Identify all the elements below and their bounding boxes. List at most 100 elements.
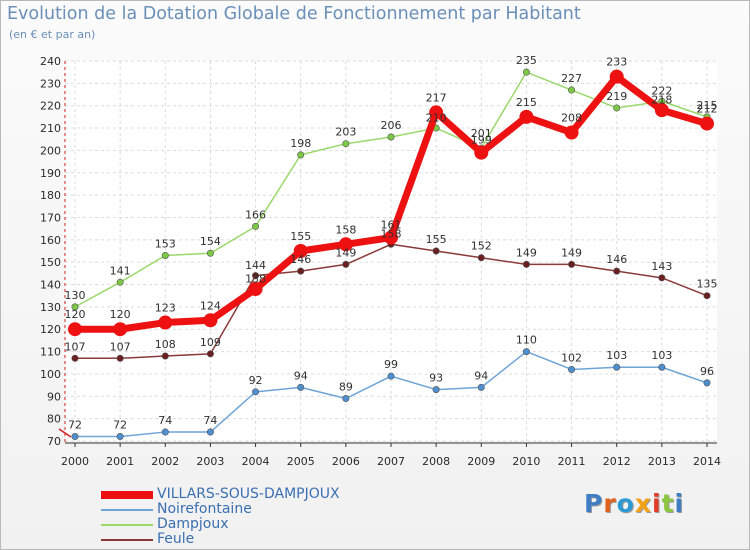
legend-swatch [101, 490, 153, 499]
data-point [206, 249, 214, 257]
data-point [613, 267, 621, 275]
x-tick-label: 2008 [422, 455, 450, 468]
x-tick-label: 2000 [61, 455, 89, 468]
data-point [568, 365, 576, 373]
y-tick-label: 130 [40, 301, 61, 314]
data-label: 110 [516, 334, 537, 347]
data-point [474, 145, 489, 160]
legend-item: VILLARS-SOUS-DAMPJOUX [101, 487, 340, 502]
x-tick-label: 2010 [512, 455, 540, 468]
data-point [342, 395, 350, 403]
y-tick-label: 70 [47, 435, 61, 448]
data-point [71, 354, 79, 362]
data-label: 233 [606, 56, 627, 69]
data-label: 215 [697, 99, 718, 112]
chart-title: Evolution de la Dotation Globale de Fonc… [7, 4, 581, 24]
data-label: 201 [471, 127, 492, 140]
data-point [564, 125, 579, 140]
data-point [338, 237, 353, 252]
data-label: 146 [290, 253, 311, 266]
x-tick-label: 2014 [693, 455, 721, 468]
data-label: 152 [471, 240, 492, 253]
legend-label: Dampjoux [157, 516, 229, 532]
chart-legend: VILLARS-SOUS-DAMPJOUX Noirefontaine Dampjo… [101, 487, 340, 547]
data-label: 154 [200, 235, 221, 248]
y-tick-label: 160 [40, 234, 61, 247]
legend-swatch [101, 538, 153, 541]
y-tick-label: 190 [40, 167, 61, 180]
data-point [161, 352, 169, 360]
y-tick-label: 240 [40, 55, 61, 68]
proxiti-logo: Proxiti [584, 489, 684, 518]
data-label: 158 [381, 228, 402, 241]
data-label: 199 [471, 134, 492, 147]
data-point [158, 315, 173, 330]
x-tick-label: 2006 [332, 455, 360, 468]
data-label: 217 [426, 91, 447, 104]
chart-subtitle: (en € et par an) [9, 28, 96, 41]
series-dampjoux [71, 68, 711, 311]
data-label: 89 [339, 381, 353, 394]
data-point [387, 372, 395, 380]
y-tick-label: 150 [40, 256, 61, 269]
data-point [477, 254, 485, 262]
data-point [161, 428, 169, 436]
data-point [432, 386, 440, 394]
data-label: 135 [697, 278, 718, 291]
legend-label: Noirefontaine [157, 501, 252, 517]
data-label: 120 [110, 308, 131, 321]
data-label: 92 [249, 374, 263, 387]
data-point [703, 292, 711, 300]
x-tick-label: 2005 [287, 455, 315, 468]
data-point [658, 363, 666, 371]
legend-item: Feule [101, 532, 340, 547]
data-label: 120 [65, 308, 86, 321]
data-point [71, 303, 79, 311]
data-label: 107 [65, 340, 86, 353]
legend-swatch [101, 523, 153, 526]
axis-break-mark [58, 428, 72, 438]
data-label: 123 [155, 302, 176, 315]
x-tick-label: 2012 [603, 455, 631, 468]
y-tick-label: 110 [40, 346, 61, 359]
data-point [113, 322, 128, 337]
x-tick-label: 2011 [558, 455, 586, 468]
data-label: 203 [335, 126, 356, 139]
data-label: 155 [426, 233, 447, 246]
logo-letter: x [634, 489, 652, 518]
y-tick-label: 80 [47, 413, 61, 426]
data-point [522, 260, 530, 268]
data-point [477, 383, 485, 391]
x-tick-label: 2001 [106, 455, 134, 468]
y-tick-label: 170 [40, 211, 61, 224]
series-noirefontaine [71, 348, 711, 441]
data-label: 72 [113, 419, 127, 432]
data-point [432, 247, 440, 255]
data-point [252, 272, 260, 280]
x-tick-label: 2003 [196, 455, 224, 468]
data-point [519, 109, 534, 124]
data-label: 222 [651, 85, 672, 98]
x-tick-label: 2002 [151, 455, 179, 468]
y-tick-label: 120 [40, 323, 61, 336]
y-tick-label: 90 [47, 390, 61, 403]
data-point [297, 383, 305, 391]
data-point [700, 116, 714, 131]
data-label: 94 [294, 369, 308, 382]
data-point [252, 222, 260, 230]
data-label: 227 [561, 72, 582, 85]
logo-letter: o [616, 489, 635, 518]
x-tick-label: 2009 [467, 455, 495, 468]
data-label: 206 [381, 119, 402, 132]
data-point [297, 151, 305, 159]
logo-letter: P [584, 489, 604, 518]
legend-swatch [101, 508, 153, 511]
data-point [252, 388, 260, 396]
data-label: 72 [68, 419, 82, 432]
data-label: 96 [700, 365, 714, 378]
data-label: 144 [245, 259, 266, 272]
data-label: 102 [561, 351, 582, 364]
data-point [342, 260, 350, 268]
data-label: 198 [290, 137, 311, 150]
data-label: 153 [155, 237, 176, 250]
